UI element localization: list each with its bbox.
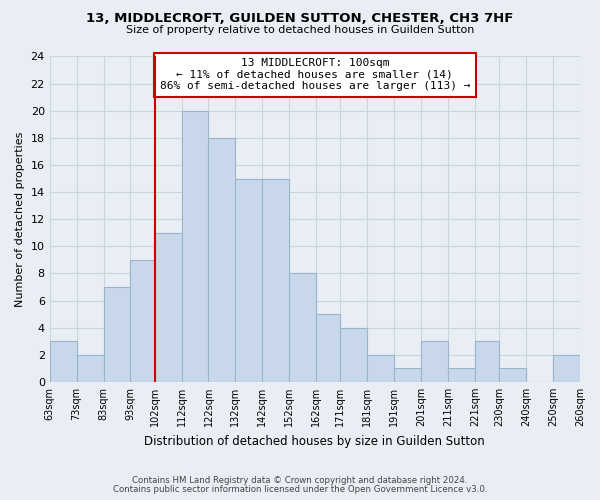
Bar — [499, 368, 526, 382]
Bar — [340, 328, 367, 382]
Text: 13, MIDDLECROFT, GUILDEN SUTTON, CHESTER, CH3 7HF: 13, MIDDLECROFT, GUILDEN SUTTON, CHESTER… — [86, 12, 514, 26]
Text: 13 MIDDLECROFT: 100sqm
← 11% of detached houses are smaller (14)
86% of semi-det: 13 MIDDLECROFT: 100sqm ← 11% of detached… — [160, 58, 470, 92]
Y-axis label: Number of detached properties: Number of detached properties — [15, 132, 25, 307]
Bar — [262, 178, 289, 382]
Bar — [155, 233, 182, 382]
Text: Size of property relative to detached houses in Guilden Sutton: Size of property relative to detached ho… — [126, 25, 474, 35]
Text: Contains HM Land Registry data © Crown copyright and database right 2024.: Contains HM Land Registry data © Crown c… — [132, 476, 468, 485]
Bar — [104, 287, 130, 382]
Bar — [553, 355, 580, 382]
Text: Contains public sector information licensed under the Open Government Licence v3: Contains public sector information licen… — [113, 484, 487, 494]
Bar — [475, 342, 499, 382]
X-axis label: Distribution of detached houses by size in Guilden Sutton: Distribution of detached houses by size … — [145, 434, 485, 448]
Bar — [130, 260, 155, 382]
Bar — [289, 274, 316, 382]
Bar — [50, 342, 77, 382]
Bar — [421, 342, 448, 382]
Bar — [208, 138, 235, 382]
Bar — [448, 368, 475, 382]
Bar — [77, 355, 104, 382]
Bar — [235, 178, 262, 382]
Bar — [316, 314, 340, 382]
Bar — [367, 355, 394, 382]
Bar — [394, 368, 421, 382]
Bar — [182, 110, 208, 382]
